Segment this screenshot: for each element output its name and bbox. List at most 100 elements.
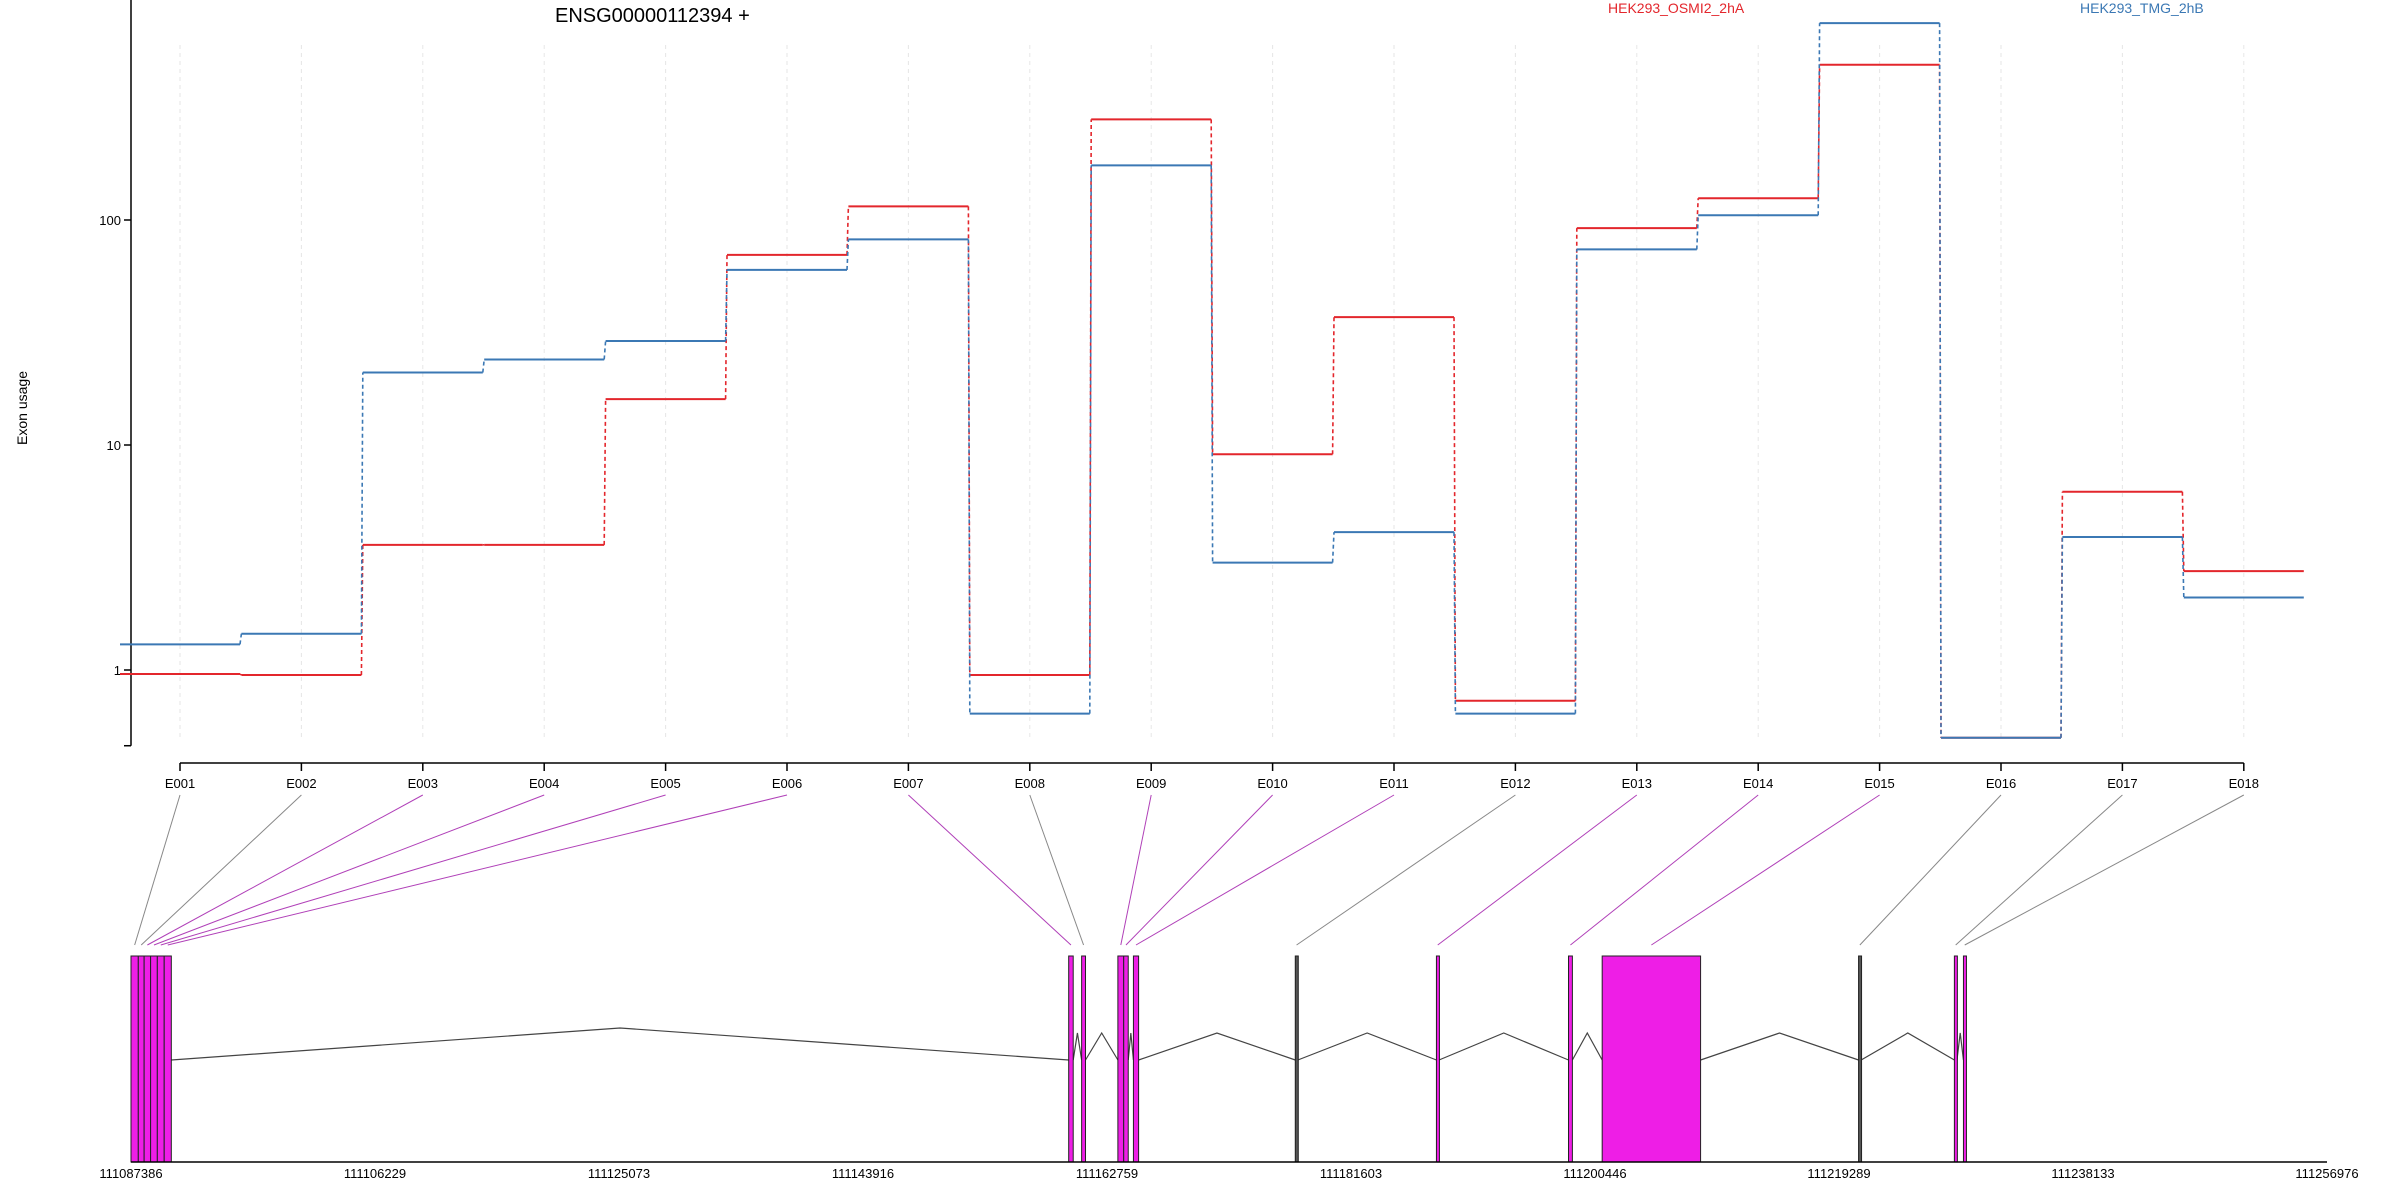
exon-connector: [160, 794, 666, 946]
intron-line: [1084, 1031, 1119, 1061]
series-connector: [2060, 491, 2064, 738]
intron-line: [1297, 1032, 1437, 1061]
intron-line: [1127, 1032, 1135, 1061]
gene-model: [130, 955, 1967, 1163]
exon-connector: [1125, 794, 1273, 946]
legend-series-2: HEK293_TMG_2hB: [2080, 0, 2204, 16]
exon-connector: [1651, 794, 1880, 946]
genomic-tick-label: 111162759: [1076, 1166, 1138, 1181]
x-tick-label: E010: [1257, 776, 1287, 791]
exon-box: [1435, 955, 1440, 1163]
exon-connector: [1570, 794, 1759, 946]
series-connector: [603, 399, 607, 545]
genomic-tick-label: 111238133: [2051, 1166, 2114, 1181]
exon-connector: [1029, 794, 1085, 946]
exon-box: [1568, 955, 1573, 1163]
chart-title: ENSG00000112394 +: [555, 5, 750, 27]
series-connector: [482, 359, 485, 373]
series-connector: [1089, 119, 1092, 676]
series-connector: [1210, 165, 1214, 563]
x-tick-label: E014: [1743, 776, 1773, 791]
series-connector: [1453, 317, 1457, 701]
series-connector: [846, 206, 850, 255]
series-connector: [1453, 532, 1457, 714]
genomic-tick-label: 111106229: [344, 1166, 406, 1181]
series-connector: [1574, 249, 1578, 714]
exon-connector: [1964, 794, 2245, 946]
intron-line: [1860, 1032, 1955, 1061]
x-tick-label: E001: [165, 776, 195, 791]
exon-box: [1068, 955, 1074, 1163]
x-tick-label: E009: [1136, 776, 1166, 791]
x-tick-label: E008: [1015, 776, 1045, 791]
exon-box: [1132, 955, 1140, 1163]
genomic-tick-label: 111181603: [1320, 1166, 1382, 1181]
exon-connector: [153, 794, 545, 946]
series-connector: [360, 372, 364, 634]
x-tick-label: E003: [408, 776, 438, 791]
genomic-tick-label: 111143916: [832, 1166, 894, 1181]
series-connector: [1331, 532, 1335, 563]
series-connector: [1938, 23, 1942, 738]
exon-box: [1117, 955, 1125, 1163]
grid-lines: [179, 45, 2245, 740]
intron-line: [1956, 1032, 1965, 1061]
x-tick-label: E005: [650, 776, 680, 791]
x-axis: E001 E002 E003 E004 E005 E006 E007 E008 E009 E010…: [165, 762, 2259, 791]
intron-line: [1700, 1032, 1859, 1061]
legend-series-1: HEK293_OSMI2_2hA: [1608, 0, 1745, 16]
exon-box: [1601, 955, 1702, 1163]
exon-box: [1953, 955, 1958, 1163]
exon-connector: [167, 794, 788, 946]
x-tick-label: E017: [2107, 776, 2137, 791]
exon-box: [1294, 955, 1299, 1163]
y-tick-label: 10: [107, 438, 121, 453]
genomic-tick-label: 111219289: [1807, 1166, 1870, 1181]
exon-box: [150, 955, 158, 1163]
y-axis: 1 10 100 1000: [92, 0, 132, 747]
exon-box: [137, 955, 145, 1163]
x-tick-label: E007: [893, 776, 923, 791]
genomic-tick-label: 111256976: [2295, 1166, 2358, 1181]
series-connector: [603, 340, 607, 360]
exon-connector: [1955, 794, 2123, 946]
intron-line: [1072, 1032, 1083, 1061]
series-connector: [1089, 165, 1092, 714]
x-tick-label: E018: [2229, 776, 2259, 791]
exon-connectors: [134, 794, 2245, 946]
x-tick-label: E011: [1379, 776, 1408, 791]
exon-connector: [1437, 794, 1638, 946]
intron-line: [171, 1027, 1069, 1061]
exon-box: [1858, 955, 1863, 1163]
exon-connector: [147, 794, 424, 946]
genomic-tick-label: 111125073: [588, 1166, 650, 1181]
y-tick-label: 1: [114, 663, 121, 678]
series-HEK293_TMG_2hB: [120, 22, 2304, 739]
exon-connector: [1296, 794, 1516, 946]
x-tick-label: E004: [529, 776, 559, 791]
exon-connector: [134, 794, 181, 946]
series-connector: [1817, 64, 1821, 199]
intron-line: [1438, 1032, 1569, 1061]
x-tick-label: E016: [1986, 776, 2016, 791]
intron-line: [1138, 1032, 1296, 1061]
series-connector: [239, 633, 243, 645]
series-connector: [1331, 317, 1335, 455]
exon-connector: [1120, 794, 1152, 946]
series-lines: [120, 22, 2304, 739]
x-tick-label: E013: [1622, 776, 1652, 791]
x-tick-label: E002: [286, 776, 316, 791]
series-connector: [2181, 491, 2185, 572]
series-connector: [2060, 537, 2064, 738]
exon-connector: [1135, 794, 1395, 946]
intron-line: [1571, 1031, 1603, 1061]
genomic-tick-label: 111087386: [99, 1166, 162, 1181]
series-connector: [239, 673, 242, 676]
exon-connector: [140, 794, 302, 946]
exon-box: [1962, 955, 1967, 1163]
exon-box: [1123, 955, 1129, 1163]
series-connector: [967, 239, 971, 714]
exon-box: [1081, 955, 1087, 1163]
x-tick-label: E015: [1864, 776, 1894, 791]
genomic-tick-label: 111200446: [1563, 1166, 1626, 1181]
